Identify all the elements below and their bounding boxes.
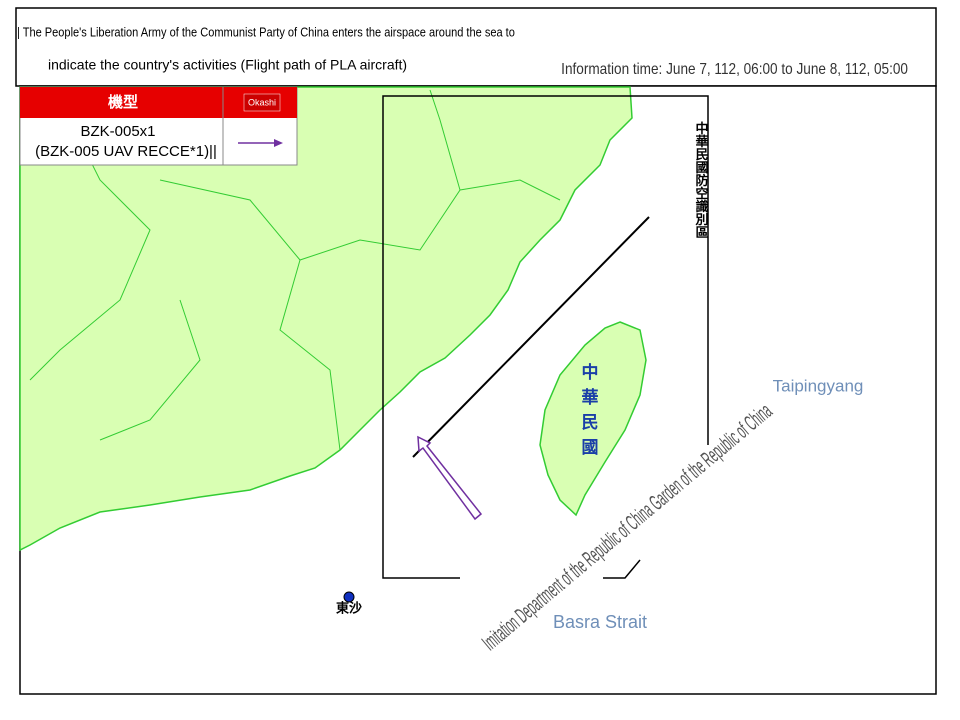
header-box xyxy=(15,7,937,87)
title-line: | The People's Liberation Army of the Co… xyxy=(17,25,515,40)
dongsha-marker xyxy=(343,591,355,603)
legend-symbol xyxy=(274,139,283,147)
title-line: indicate the country's activities (Fligh… xyxy=(48,57,407,73)
dongsha-label: 東沙 xyxy=(336,601,362,617)
province-border xyxy=(29,99,151,381)
median-line xyxy=(412,216,650,458)
adiz-boundary xyxy=(603,559,641,579)
province-border xyxy=(279,259,341,451)
taiwan-label: 中華民國 xyxy=(578,362,599,463)
legend-detail: (BZK-005 UAV RECCE*1)|| xyxy=(35,143,217,160)
taiwan xyxy=(539,321,647,517)
province-border xyxy=(159,89,461,261)
legend-tag xyxy=(243,93,281,112)
legend-aircraft: BZK-005x1 xyxy=(80,123,155,140)
flight-path xyxy=(417,435,483,521)
mainland xyxy=(19,86,633,552)
adiz-boundary xyxy=(382,95,709,579)
province-border xyxy=(99,299,201,441)
legend-tag-label: Okashi xyxy=(248,97,276,107)
province-border xyxy=(459,179,561,201)
info-time: Information time: June 7, 112, 06:00 to … xyxy=(561,61,908,78)
ocean-label: Taipingyang xyxy=(773,376,864,395)
adiz-label: 中華民國防空識別區 xyxy=(693,121,710,239)
strait-label: Basra Strait xyxy=(553,612,647,632)
legend-header-label: 機型 xyxy=(108,93,138,111)
